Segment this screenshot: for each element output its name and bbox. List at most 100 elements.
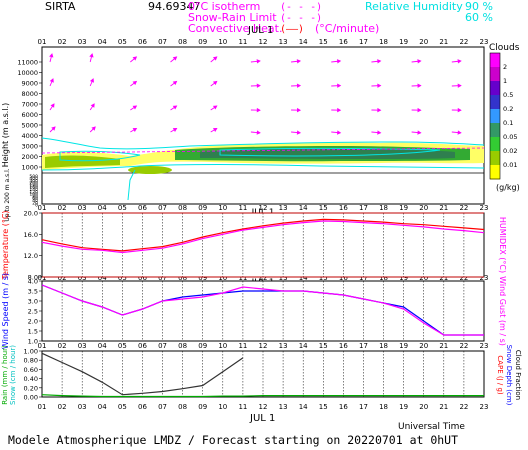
cloud-colorbar: Clouds (g/kg) 2 1 0.5 0.2 0.1 0.05 0.02 0.01 <box>489 43 520 192</box>
cloud-wind-panel: 1100010000900080007000600050004000300020… <box>1 46 485 222</box>
rh-surface-line <box>127 169 136 201</box>
hour-tick-label: 01 <box>38 204 47 212</box>
hour-tick-label: 17 <box>359 38 368 46</box>
series-line <box>41 394 484 398</box>
cloud-yellow-green <box>45 155 120 168</box>
hour-tick-label: 02 <box>58 274 67 282</box>
temperature-ylabel: Temperature (°C) <box>1 210 10 280</box>
height-tick-label: 10000 <box>17 69 38 77</box>
legend-isotherm-label: 0°C isotherm <box>188 0 260 13</box>
y-tick-label: 16.0 <box>24 231 38 239</box>
cloud-small-patch <box>128 166 172 174</box>
hour-tick-label: 07 <box>158 204 167 212</box>
hour-tick-label: 20 <box>419 403 428 411</box>
hour-tick-label: 20 <box>419 342 428 350</box>
hour-tick-label: 10 <box>218 274 227 282</box>
wind-arrow-head <box>296 130 302 135</box>
hour-tick-label: 13 <box>279 274 288 282</box>
wind-arrow-head <box>91 126 96 131</box>
hour-tick-label: 19 <box>399 274 408 282</box>
hour-tick-label: 22 <box>459 274 468 282</box>
height-tick-label: 80 <box>32 194 38 200</box>
height-tick-label: 4000 <box>21 132 38 140</box>
hour-tick-label: 07 <box>158 342 167 350</box>
wind-ylabel: Wind Speed (m / s) <box>1 273 10 349</box>
month-label-top: JUL 1 <box>247 25 273 36</box>
hour-tick-label: 12 <box>259 204 268 212</box>
hour-tick-label: 16 <box>339 274 348 282</box>
colorbar-unit: (g/kg) <box>496 183 520 192</box>
hour-axis-rows: 01 02 03 04 05 06 07 08 09 10 11 12 13 14 15 16 17 18 19 20… <box>38 38 489 411</box>
universal-time-label: Universal Time <box>398 422 465 432</box>
hour-tick-label: 16 <box>339 342 348 350</box>
series-line <box>41 218 485 252</box>
height-tick-label: 200 <box>29 181 38 187</box>
hour-tick-label: 09 <box>198 204 207 212</box>
rh-contours <box>41 137 485 201</box>
legend-isotherm-sample: (- - -) <box>280 2 322 13</box>
colorbar-swatch <box>490 95 500 110</box>
wind-arrow-head <box>172 56 178 61</box>
hour-tick-label: 08 <box>178 342 187 350</box>
wind-arrow-head <box>417 107 422 113</box>
temperature-panel: Temperature (°C) HUMIDEX (°C) 20.0 16.0 12… <box>1 210 507 282</box>
colorbar-swatch <box>490 67 500 82</box>
wind-arrow-head <box>212 56 218 61</box>
cloud-panel-frame <box>41 46 485 205</box>
hour-tick-label: 13 <box>279 38 288 46</box>
hour-tick-label: 17 <box>359 403 368 411</box>
height-tick-label: 160 <box>29 185 38 191</box>
hour-tick-label: 23 <box>480 342 489 350</box>
hour-tick-label: 01 <box>38 274 47 282</box>
wind-vectors <box>49 53 462 135</box>
hour-tick-label: 11 <box>238 342 247 350</box>
wind-arrow-head <box>256 83 261 88</box>
hour-tick-label: 08 <box>178 274 187 282</box>
cloud-ylabel2: Up to 200 m a.s.l. <box>4 168 11 221</box>
hour-tick-label: 23 <box>480 38 489 46</box>
y-tick-label: 1.0 <box>28 338 38 346</box>
wind-arrow-head <box>172 128 178 132</box>
hour-tick-label: 17 <box>359 342 368 350</box>
hour-tick-label: 03 <box>78 38 87 46</box>
y-tick-label: 1.5 <box>28 328 38 336</box>
height-tick-label: 9000 <box>21 80 38 88</box>
wind-arrow-head <box>51 126 56 131</box>
height-tick-label: 140 <box>29 187 38 193</box>
height-tick-label: 400 <box>29 176 38 182</box>
hour-tick-label: 21 <box>439 342 448 350</box>
height-tick-label: 100 <box>29 192 38 198</box>
hour-tick-label: 05 <box>118 403 127 411</box>
legend-conv-unit: (°C/minute) <box>315 22 379 35</box>
hour-tick-label: 09 <box>198 38 207 46</box>
colorbar-tick-label: 1 <box>503 77 507 85</box>
hour-tick-label: 02 <box>58 403 67 411</box>
hour-tick-label: 09 <box>198 274 207 282</box>
forecast-caption: Modele Atmospherique LMDZ / Forecast sta… <box>8 433 458 447</box>
colorbar-title: Clouds <box>489 43 520 53</box>
wind-arrow-head <box>417 59 422 64</box>
hour-tick-label: 01 <box>38 38 47 46</box>
wind-arrow-head <box>89 53 94 58</box>
series-line <box>41 352 244 396</box>
hour-tick-label: 17 <box>359 204 368 212</box>
hour-tick-label: 14 <box>299 342 308 350</box>
y-tick-label: 2.0 <box>28 318 38 326</box>
hour-tick-label: 12 <box>259 274 268 282</box>
legend-rh-60: 60 % <box>465 11 493 24</box>
wind-arrow-head <box>132 105 138 110</box>
hour-tick-label: 16 <box>339 204 348 212</box>
hour-tick-label: 21 <box>439 204 448 212</box>
height-tick-label: 2000 <box>21 153 38 161</box>
height-tick-label: 60 <box>32 196 38 202</box>
wind-arrow-head <box>256 130 261 135</box>
hour-tick-label: 14 <box>299 403 308 411</box>
colorbar-frame <box>489 52 501 180</box>
snow-ylabel: Snow (cm / hour) <box>9 345 17 405</box>
height-tick-label: 0 <box>35 203 38 209</box>
wind-arrow-head <box>296 107 302 113</box>
hour-tick-label: 19 <box>399 38 408 46</box>
hour-tick-label: 22 <box>459 204 468 212</box>
hour-tick-label: 16 <box>339 38 348 46</box>
height-tick-label: 500 <box>29 174 38 180</box>
